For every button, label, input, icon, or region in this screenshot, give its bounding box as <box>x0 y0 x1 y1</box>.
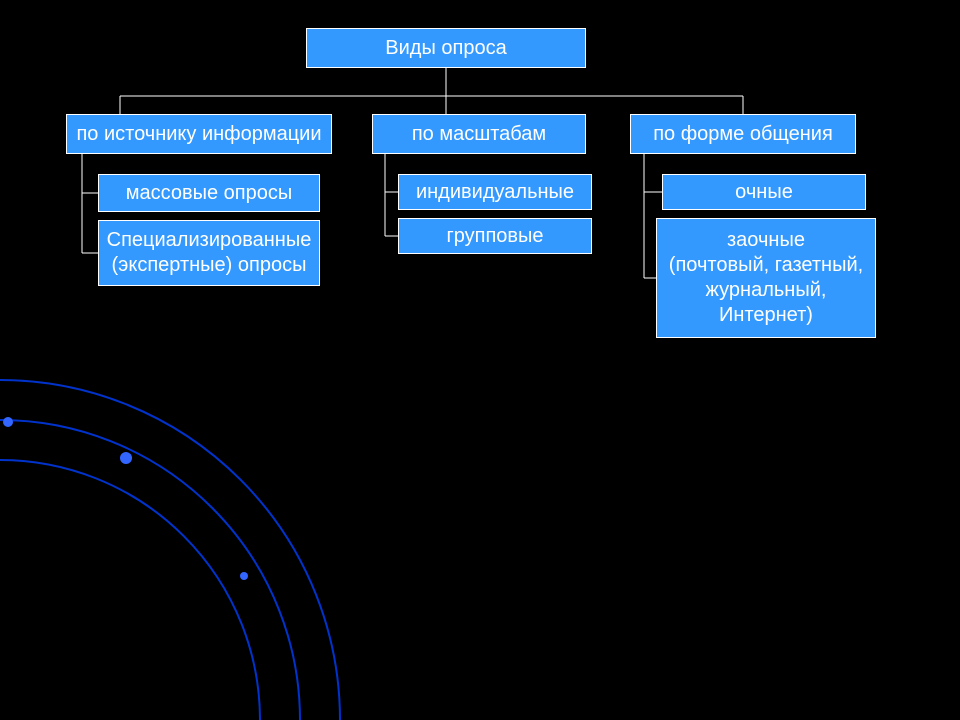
connector-layer <box>0 0 960 720</box>
branch-label: по источнику информации <box>76 122 321 147</box>
leaf-node: Специализированные (экспертные) опросы <box>98 220 320 286</box>
branch-node: по источнику информации <box>66 114 332 154</box>
leaf-node: групповые <box>398 218 592 254</box>
root-label: Виды опроса <box>385 36 506 61</box>
leaf-node: очные <box>662 174 866 210</box>
leaf-label: очные <box>735 180 793 205</box>
leaf-label: заочные (почтовый, газетный, журнальный,… <box>669 228 863 328</box>
leaf-node: индивидуальные <box>398 174 592 210</box>
root-node: Виды опроса <box>306 28 586 68</box>
leaf-node: заочные (почтовый, газетный, журнальный,… <box>656 218 876 338</box>
leaf-label: групповые <box>446 224 543 249</box>
orbit-dots-layer <box>0 0 960 720</box>
leaf-label: Специализированные (экспертные) опросы <box>107 228 312 278</box>
slide: Виды опроса по источнику информации масс… <box>0 0 960 720</box>
orbit-dot <box>120 452 132 464</box>
branch-node: по форме общения <box>630 114 856 154</box>
branch-label: по форме общения <box>653 122 833 147</box>
leaf-node: массовые опросы <box>98 174 320 212</box>
leaf-label: массовые опросы <box>126 181 292 206</box>
orbit-dot <box>240 572 248 580</box>
branch-node: по масштабам <box>372 114 586 154</box>
orbit-decoration <box>0 340 380 720</box>
branch-label: по масштабам <box>412 122 546 147</box>
orbit-dot <box>3 417 13 427</box>
leaf-label: индивидуальные <box>416 180 574 205</box>
